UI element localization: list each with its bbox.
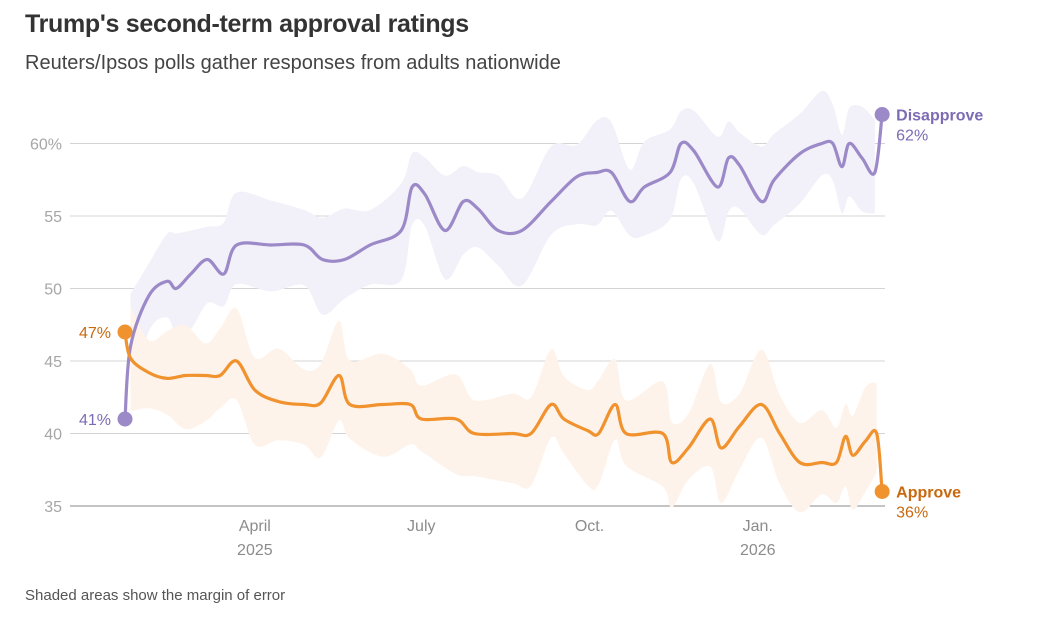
series-lines: [123, 112, 884, 494]
axis-tick-labels: 60% 55 50 45 40 35 April 2025 July Oct. Jan. 2026: [30, 137, 776, 560]
disapprove-end-value: 62%: [896, 128, 928, 145]
approve-end-value: 36%: [896, 505, 928, 522]
disapprove-end-label: Disapprove: [896, 108, 983, 125]
y-tick-label: 40: [44, 427, 62, 444]
chart-title: Trump's second-term approval ratings: [25, 10, 469, 38]
series-endpoints: [117, 107, 890, 499]
x-tick-year-label: 2025: [237, 542, 273, 559]
approve-end-point: [874, 484, 890, 499]
x-tick-year-label: 2026: [740, 542, 776, 559]
disapprove-margin-band: [130, 90, 875, 400]
chart-subtitle: Reuters/Ipsos polls gather responses fro…: [25, 52, 561, 74]
y-tick-label: 35: [44, 499, 62, 516]
approve-start-value: 47%: [79, 325, 111, 342]
y-tick-label: 50: [44, 282, 62, 299]
chart-footnote: Shaded areas show the margin of error: [25, 587, 286, 604]
y-tick-label: 60%: [30, 137, 62, 154]
y-tick-label: 45: [44, 354, 62, 371]
approve-line: [123, 330, 884, 494]
approve-margin-band: [130, 305, 877, 513]
x-tick-label: Jan.: [743, 518, 773, 535]
series-labels: 41% Disapprove 62% 47% Approve 36%: [79, 108, 983, 522]
disapprove-end-point: [874, 107, 890, 122]
x-tick-label: April: [239, 518, 271, 535]
approve-start-point: [117, 324, 133, 340]
y-tick-label: 55: [44, 209, 62, 226]
x-tick-label: July: [407, 518, 435, 535]
margin-of-error-bands: [130, 90, 877, 513]
approve-end-label: Approve: [896, 485, 961, 502]
x-tick-label: Oct.: [575, 518, 604, 535]
disapprove-start-value: 41%: [79, 412, 111, 429]
disapprove-line: [123, 112, 884, 421]
disapprove-start-point: [117, 411, 133, 427]
